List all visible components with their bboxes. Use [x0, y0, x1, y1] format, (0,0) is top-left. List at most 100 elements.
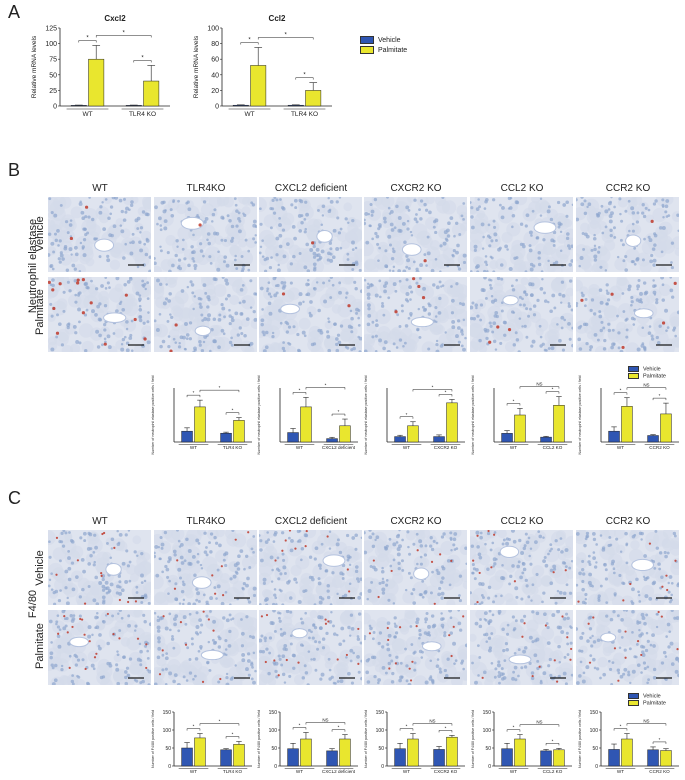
bar-palmitate	[305, 90, 322, 107]
significance-label: *	[406, 412, 408, 417]
histology-tile	[154, 277, 257, 352]
significance-label: *	[232, 732, 234, 737]
significance-label: *	[620, 724, 622, 729]
y-tick-label: 25	[49, 88, 57, 95]
significance-label: NS	[322, 718, 328, 723]
col-head-c-0: WT	[92, 516, 108, 527]
y-axis-label: Number of F4/80 positive cells / field	[151, 710, 155, 768]
histology-tile	[48, 530, 151, 605]
chart-b4: Number of neutrophil elastase positive c…	[471, 376, 572, 454]
histology-image	[576, 610, 679, 685]
y-tick-label: 100	[376, 728, 385, 734]
bar-vehicle	[394, 436, 406, 443]
bar-palmitate	[194, 406, 206, 443]
histology-tile	[259, 197, 362, 272]
category-label: TLR4 KO	[223, 445, 243, 450]
significance-label: *	[123, 30, 126, 36]
chart-a2: Ccl2 0 20 40 60 80 100 Relative mRNA levels WT TL…	[193, 14, 332, 118]
bracket-between	[626, 387, 667, 390]
histology-image	[576, 530, 679, 605]
bar-palmitate	[407, 738, 419, 767]
y-axis-label: Number of F4/80 positive cells / field	[257, 710, 261, 768]
bar-vehicle	[608, 749, 620, 767]
y-axis-label: Number of neutrophil elastase positive c…	[257, 376, 261, 455]
bracket-within-wt	[186, 394, 201, 398]
histology-tile	[576, 530, 679, 605]
bar-palmitate	[143, 80, 160, 107]
col-head-b-3: CXCR2 KO	[390, 183, 442, 194]
bar-vehicle	[125, 105, 142, 107]
col-head-b-0: WT	[92, 183, 108, 194]
bar-vehicle	[287, 748, 299, 767]
category-label: WT	[190, 769, 197, 774]
y-tick-label: 100	[590, 728, 599, 734]
y-axis-label: Number of F4/80 positive cells / field	[364, 710, 368, 768]
histology-tile	[470, 277, 573, 352]
chart-b1: Number of neutrophil elastase positive c…	[151, 376, 252, 454]
legend-swatch-palmitate	[360, 46, 374, 55]
y-tick-label: 0	[274, 764, 277, 770]
bracket-within-wt	[506, 729, 521, 732]
bar-palmitate	[621, 406, 633, 443]
y-tick-label: 150	[376, 710, 385, 716]
significance-label: *	[219, 719, 221, 724]
histology-tile	[154, 610, 257, 685]
chart-a1: Cxcl2 0 25 50 75 100 125 Relative mRNA levels WT…	[31, 14, 170, 118]
significance-label: *	[299, 387, 301, 392]
significance-label: *	[406, 724, 408, 729]
stain-label-c: F4/80	[27, 589, 39, 619]
significance-label: *	[193, 724, 195, 729]
col-head-b-5: CCR2 KO	[605, 183, 651, 194]
significance-label: NS	[536, 382, 542, 387]
y-axis-label: Number of F4/80 positive cells / field	[578, 710, 582, 768]
bar-palmitate	[621, 738, 633, 767]
bar-palmitate	[339, 425, 351, 443]
legend-swatch-vehicle	[360, 36, 374, 45]
legend-b-swatch-palmitate	[628, 373, 639, 379]
y-axis-label: Number of neutrophil elastase positive c…	[364, 376, 368, 455]
bar-vehicle	[232, 104, 249, 107]
bracket-within-wt	[292, 727, 307, 730]
bracket-within-ko	[225, 736, 240, 739]
bracket-within-wt	[186, 728, 201, 731]
bracket-within-wt	[399, 416, 414, 419]
bar-vehicle	[287, 104, 304, 107]
histology-tile	[470, 197, 573, 272]
histology-image	[154, 197, 257, 272]
bar-vehicle	[540, 750, 552, 767]
chart-c3: 0 50 100 150 Number of F4/80 positive cells …	[364, 710, 465, 774]
y-tick-label: 0	[381, 764, 384, 770]
legend-c: Vehicle Palmitate	[628, 693, 666, 707]
significance-label: *	[513, 725, 515, 730]
y-tick-label: 50	[592, 746, 598, 752]
y-tick-label: 40	[211, 72, 219, 79]
histology-image	[364, 530, 467, 605]
category-label: WT	[617, 445, 624, 450]
legend-label-palmitate: Palmitate	[378, 47, 408, 54]
y-tick-label: 100	[207, 25, 219, 32]
category-label: WT	[82, 111, 92, 118]
bracket-within-wt	[613, 728, 628, 731]
category-label: WT	[403, 769, 410, 774]
bar-palmitate	[553, 405, 565, 443]
y-tick-label: 50	[378, 746, 384, 752]
histology-image	[576, 277, 679, 352]
y-tick-label: 150	[590, 710, 599, 716]
chart-title: Cxcl2	[104, 14, 126, 23]
legend-c-swatch-vehicle	[628, 693, 639, 699]
histology-image	[259, 277, 362, 352]
histology-tile	[48, 610, 151, 685]
y-tick-label: 100	[163, 728, 172, 734]
bracket-within-wt	[240, 42, 259, 45]
bracket-within-ko	[652, 741, 667, 744]
histology-tile	[364, 197, 467, 272]
histology-image	[48, 277, 151, 352]
bracket-between	[305, 722, 346, 725]
bar-vehicle	[540, 436, 552, 443]
panel-letter-a: A	[8, 2, 21, 22]
bracket-within-ko	[133, 60, 152, 63]
significance-label: *	[445, 389, 447, 394]
y-tick-label: 150	[483, 710, 492, 716]
bracket-between	[519, 386, 560, 389]
chart-c5: 0 50 100 150 Number of F4/80 positive cells …	[578, 710, 679, 774]
